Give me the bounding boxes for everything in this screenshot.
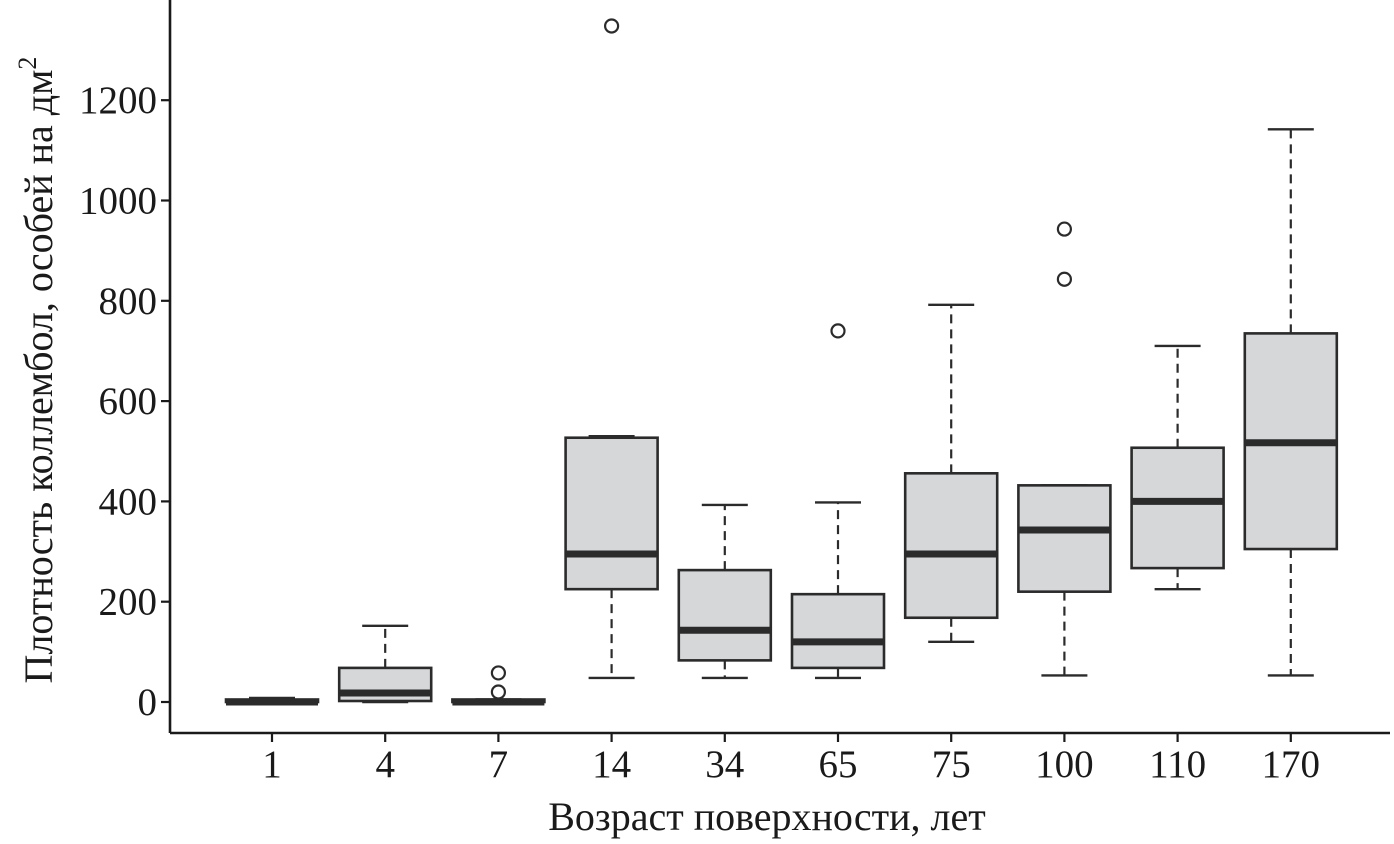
box-group-110 (1130, 344, 1225, 591)
x-ticks: 1 4 7 14 34 65 75 100 110 170 (262, 733, 1320, 786)
x-tick-label: 34 (705, 743, 744, 786)
outlier-point (490, 665, 506, 681)
y-tick-label: 1200 (79, 79, 157, 122)
y-tick-label: 800 (99, 280, 158, 323)
y-tick-label: 1000 (79, 180, 157, 223)
box-group-1 (224, 696, 320, 706)
x-tick-label: 100 (1035, 743, 1094, 786)
x-axis-label: Возраст поверхности, лет (548, 794, 986, 839)
y-axis-label: Плотность коллембол, особей на дм2 (13, 57, 61, 684)
y-tick-label: 600 (99, 380, 158, 423)
y-tick-label: 400 (99, 480, 158, 523)
x-tick-label: 4 (375, 743, 395, 786)
box (903, 472, 999, 620)
x-tick-label: 14 (592, 743, 631, 786)
x-tick-label: 170 (1262, 743, 1321, 786)
boxes (224, 18, 1339, 706)
box-group-100 (1017, 221, 1112, 677)
box-group-34 (677, 503, 773, 680)
box (790, 592, 886, 670)
y-ticks: 0 200 400 600 800 1000 1200 (79, 79, 170, 724)
outlier-point (830, 323, 846, 339)
outlier-point (490, 684, 506, 700)
box-group-14 (564, 18, 659, 680)
x-tick-label: 1 (262, 743, 282, 786)
x-tick-label: 7 (489, 743, 509, 786)
x-tick-label: 110 (1149, 743, 1206, 786)
box-group-7 (451, 665, 546, 706)
axes (168, 0, 1390, 735)
outlier-point (603, 18, 620, 34)
y-tick-label: 0 (138, 681, 158, 724)
x-tick-label: 65 (819, 743, 858, 786)
box (564, 436, 659, 591)
box-group-75 (903, 303, 999, 644)
x-tick-label: 75 (932, 743, 971, 786)
outlier-point (1056, 221, 1073, 237)
box (1017, 484, 1112, 593)
outlier-point (1056, 271, 1073, 287)
box-group-65 (790, 323, 886, 680)
box (1130, 446, 1225, 570)
y-axis-label-superscript: 2 (13, 57, 42, 70)
y-tick-label: 200 (99, 581, 158, 624)
y-axis-label-main: Плотность коллембол, особей на дм (16, 70, 61, 684)
box-group-170 (1243, 128, 1339, 677)
box-group-4 (337, 624, 433, 704)
box (677, 568, 773, 662)
